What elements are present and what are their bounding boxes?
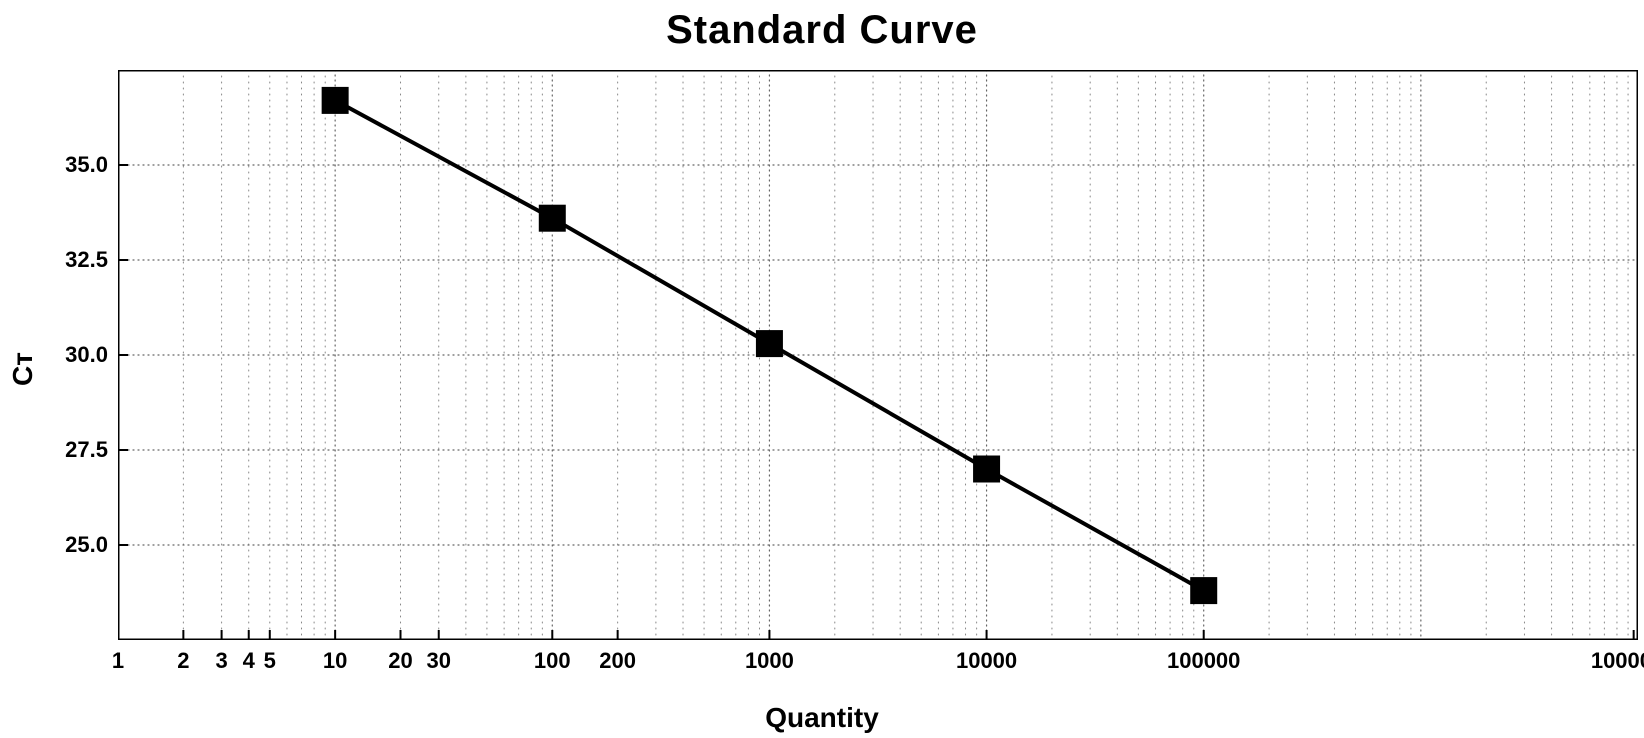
y-tick-label: 25.0 — [65, 532, 118, 558]
y-axis-label: Cᴛ — [7, 352, 39, 386]
plot-svg — [118, 70, 1638, 640]
x-axis-label: Quantity — [0, 702, 1644, 734]
y-tick-label: 35.0 — [65, 152, 118, 178]
x-tick-label: 4 — [243, 640, 255, 674]
y-tick-label: 30.0 — [65, 342, 118, 368]
x-tick-label: 3 — [215, 640, 227, 674]
x-tick-label: 2 — [177, 640, 189, 674]
x-tick-label: 10000 — [956, 640, 1017, 674]
x-tick-label: 1000 — [745, 640, 794, 674]
x-tick-label: 1000000 — [1591, 640, 1644, 674]
x-tick-label: 100000 — [1167, 640, 1240, 674]
x-tick-label: 200 — [599, 640, 636, 674]
x-tick-label: 1 — [112, 640, 124, 674]
y-tick-label: 32.5 — [65, 247, 118, 273]
x-tick-label: 20 — [388, 640, 412, 674]
chart-container: Standard Curve Cᴛ Quantity 25.027.530.03… — [0, 0, 1644, 738]
x-tick-label: 5 — [264, 640, 276, 674]
x-tick-label: 30 — [426, 640, 450, 674]
x-tick-label: 100 — [534, 640, 571, 674]
x-tick-label: 10 — [323, 640, 347, 674]
plot-area: 25.027.530.032.535.012345102030100200100… — [118, 70, 1638, 640]
chart-title: Standard Curve — [0, 8, 1644, 53]
y-tick-label: 27.5 — [65, 437, 118, 463]
